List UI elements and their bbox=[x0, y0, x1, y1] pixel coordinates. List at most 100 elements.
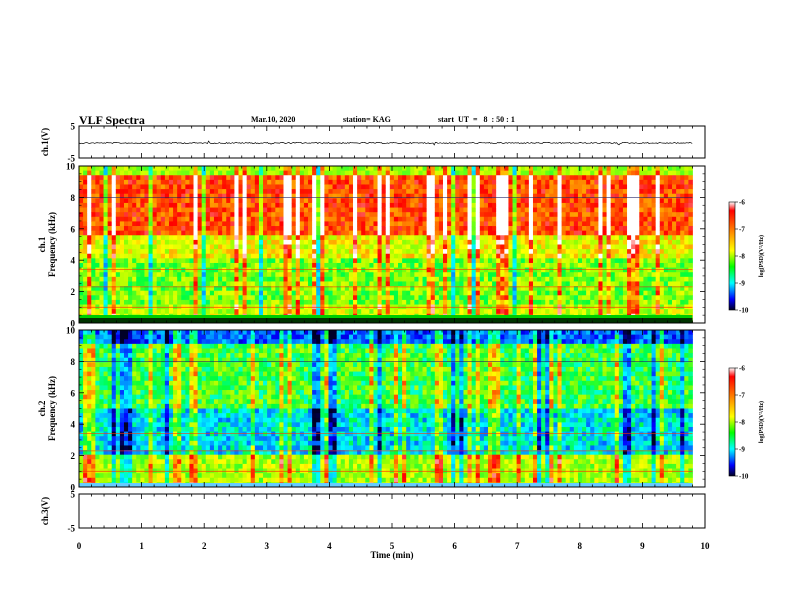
spectrogram-cell bbox=[471, 272, 477, 278]
spectrogram-cell bbox=[381, 230, 387, 236]
spectrogram-cell bbox=[267, 175, 272, 181]
spectrogram-cell bbox=[393, 166, 399, 172]
spectrogram-cell bbox=[242, 193, 248, 199]
spectrogram-cell bbox=[459, 258, 464, 264]
spectrogram-cell bbox=[520, 258, 526, 264]
spectrogram-cell bbox=[541, 170, 546, 176]
spectrogram-cell bbox=[463, 207, 468, 213]
spectrogram-cell bbox=[177, 258, 182, 264]
spectrogram-cell bbox=[655, 221, 661, 227]
spectrogram-cell bbox=[631, 216, 636, 222]
spectrogram-cell bbox=[655, 193, 661, 199]
spectrogram-cell bbox=[152, 175, 158, 181]
spectrogram-cell bbox=[635, 170, 640, 176]
spectrogram-cell bbox=[197, 166, 203, 172]
spectrogram-cell bbox=[348, 262, 354, 268]
spectrogram-cell bbox=[577, 170, 583, 176]
spectrogram-cell bbox=[389, 258, 395, 264]
spectrogram-cell bbox=[295, 230, 301, 236]
spectrogram-cell bbox=[344, 189, 350, 195]
spectrogram-cell bbox=[99, 262, 104, 268]
spectrogram-cell bbox=[602, 267, 607, 273]
spectrogram-cell bbox=[189, 267, 194, 273]
spectrogram-cell bbox=[516, 212, 522, 218]
spectrogram-cell bbox=[618, 267, 624, 273]
spectrogram-cell bbox=[385, 212, 391, 218]
spectrogram-cell bbox=[504, 202, 509, 208]
spectrogram-cell bbox=[561, 272, 567, 278]
spectrogram-cell bbox=[402, 175, 407, 181]
spectrogram-cell bbox=[271, 276, 276, 282]
spectrogram-cell bbox=[189, 175, 194, 181]
spectrogram-cell bbox=[365, 244, 370, 250]
spectrogram-cell bbox=[643, 198, 648, 204]
spectrogram-cell bbox=[635, 244, 640, 250]
spectrogram-cell bbox=[667, 239, 673, 245]
spectrogram-cell bbox=[553, 212, 558, 218]
spectrogram-cell bbox=[136, 286, 141, 292]
spectrogram-cell bbox=[361, 267, 366, 273]
spectrogram-cell bbox=[373, 184, 378, 190]
spectrogram-cell bbox=[496, 198, 501, 204]
spectrogram-cell bbox=[230, 239, 235, 245]
spectrogram-cell bbox=[467, 244, 473, 250]
spectrogram-cell bbox=[385, 290, 391, 296]
spectrogram-cell bbox=[181, 253, 186, 259]
spectrogram-cell bbox=[475, 216, 481, 222]
spectrogram-cell bbox=[426, 249, 432, 255]
spectrogram-cell bbox=[226, 189, 231, 195]
spectrogram-cell bbox=[643, 295, 648, 301]
spectrogram-cell bbox=[336, 253, 342, 259]
spectrogram-cell bbox=[144, 253, 149, 259]
spectrogram-cell bbox=[79, 290, 84, 296]
spectrogram-cell bbox=[553, 262, 558, 268]
spectrogram-cell bbox=[414, 272, 419, 278]
spectrogram-cell bbox=[107, 290, 113, 296]
spectrogram-cell bbox=[324, 193, 329, 199]
spectrogram-cell bbox=[193, 166, 199, 172]
spectrogram-cell bbox=[299, 175, 305, 181]
spectrogram-cell bbox=[369, 170, 374, 176]
spectrogram-cell bbox=[492, 230, 497, 236]
spectrogram-cell bbox=[181, 290, 186, 296]
spectrogram-cell bbox=[414, 235, 419, 241]
spectrogram-cell bbox=[541, 202, 546, 208]
spectrogram-cell bbox=[471, 184, 477, 190]
spectrogram-cell bbox=[389, 267, 395, 273]
spectrogram-cell bbox=[197, 309, 203, 315]
spectrogram-cell bbox=[377, 281, 383, 287]
spectrogram-cell bbox=[610, 166, 616, 172]
spectrogram-cell bbox=[627, 281, 632, 287]
spectrogram-cell bbox=[164, 286, 170, 292]
spectrogram-cell bbox=[361, 276, 366, 282]
spectrogram-cell bbox=[443, 184, 448, 190]
spectrogram-cell bbox=[565, 249, 571, 255]
spectrogram-cell bbox=[357, 267, 362, 273]
spectrogram-cell bbox=[136, 299, 141, 305]
spectrogram-cell bbox=[622, 184, 628, 190]
spectrogram-cell bbox=[250, 189, 256, 195]
spectrogram-cell bbox=[160, 258, 166, 264]
spectrogram-cell bbox=[434, 239, 440, 245]
spectrogram-cell bbox=[610, 212, 616, 218]
spectrogram-cell bbox=[275, 281, 280, 287]
spectrogram-cell bbox=[672, 249, 677, 255]
spectrogram-cell bbox=[263, 184, 268, 190]
spectrogram-cell bbox=[414, 267, 419, 273]
spectrogram-cell bbox=[160, 290, 166, 296]
spectrogram-cell bbox=[528, 272, 534, 278]
spectrogram-cell bbox=[590, 253, 595, 259]
spectrogram-cell bbox=[95, 249, 100, 255]
spectrogram-cell bbox=[455, 216, 460, 222]
spectrogram-cell bbox=[520, 216, 526, 222]
spectrogram-cell bbox=[242, 216, 248, 222]
spectrogram-cell bbox=[590, 262, 595, 268]
spectrogram-cell bbox=[336, 249, 342, 255]
spectrogram-cell bbox=[279, 212, 284, 218]
spectrogram-cell bbox=[451, 189, 456, 195]
spectrogram-cell bbox=[381, 193, 387, 199]
spectrogram-cell bbox=[549, 295, 554, 301]
spectrogram-cell bbox=[242, 179, 248, 185]
spectrogram-cell bbox=[422, 267, 428, 273]
spectrogram-cell bbox=[406, 262, 411, 268]
